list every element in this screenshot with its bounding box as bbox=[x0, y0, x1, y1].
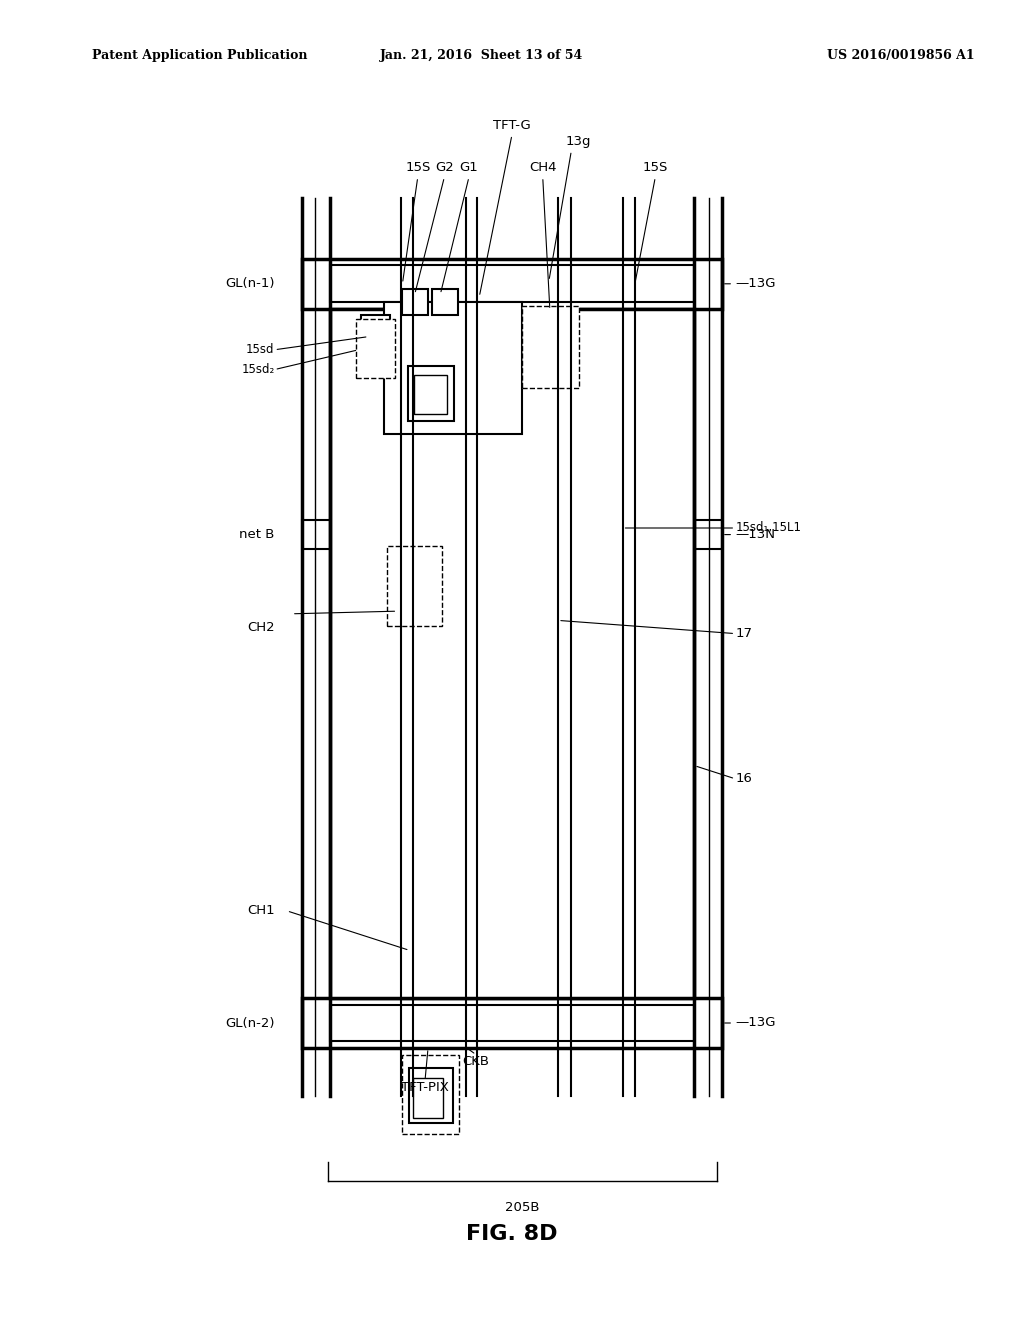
Text: G1: G1 bbox=[460, 161, 478, 174]
Text: 205B: 205B bbox=[505, 1201, 540, 1214]
Text: —13G: —13G bbox=[735, 277, 776, 290]
Text: GL(n-1): GL(n-1) bbox=[225, 277, 274, 290]
Text: G2: G2 bbox=[435, 161, 454, 174]
Bar bbox=[408, 366, 454, 421]
Bar bbox=[432, 289, 458, 315]
Bar bbox=[402, 289, 428, 315]
Text: 15sd: 15sd bbox=[246, 343, 274, 356]
Bar bbox=[413, 1078, 443, 1118]
Text: 13g: 13g bbox=[565, 135, 591, 148]
Text: 15sd₂: 15sd₂ bbox=[242, 363, 274, 376]
Text: 15sd₁,15L1: 15sd₁,15L1 bbox=[735, 521, 801, 535]
Text: FIG. 8D: FIG. 8D bbox=[466, 1224, 558, 1245]
Text: TFT-PIX: TFT-PIX bbox=[401, 1081, 449, 1094]
Text: US 2016/0019856 A1: US 2016/0019856 A1 bbox=[827, 49, 975, 62]
Text: CKB: CKB bbox=[463, 1055, 489, 1068]
Bar bbox=[387, 546, 442, 626]
Bar bbox=[402, 1055, 459, 1134]
Text: net B: net B bbox=[239, 528, 274, 541]
Text: GL(n-2): GL(n-2) bbox=[225, 1016, 274, 1030]
Bar bbox=[361, 315, 390, 348]
Text: TFT-G: TFT-G bbox=[494, 119, 530, 132]
Text: —13N: —13N bbox=[735, 528, 775, 541]
Bar bbox=[384, 302, 522, 434]
Bar bbox=[330, 309, 694, 998]
Text: Jan. 21, 2016  Sheet 13 of 54: Jan. 21, 2016 Sheet 13 of 54 bbox=[380, 49, 583, 62]
Text: CH4: CH4 bbox=[529, 161, 556, 174]
Bar bbox=[330, 1005, 694, 1041]
Bar bbox=[414, 375, 447, 414]
Bar bbox=[330, 525, 694, 544]
Text: 15S: 15S bbox=[406, 161, 430, 174]
Text: 15S: 15S bbox=[643, 161, 668, 174]
Text: —13G: —13G bbox=[735, 1016, 776, 1030]
Bar bbox=[302, 259, 722, 309]
Bar bbox=[302, 520, 722, 549]
Text: CH1: CH1 bbox=[247, 904, 274, 917]
Text: Patent Application Publication: Patent Application Publication bbox=[92, 49, 307, 62]
Text: 16: 16 bbox=[735, 772, 752, 785]
Text: CH2: CH2 bbox=[247, 620, 274, 634]
Text: 17: 17 bbox=[735, 627, 753, 640]
Bar bbox=[409, 1068, 453, 1123]
Bar bbox=[356, 319, 395, 378]
Bar bbox=[302, 998, 722, 1048]
Bar bbox=[330, 265, 694, 302]
Bar bbox=[522, 306, 579, 388]
